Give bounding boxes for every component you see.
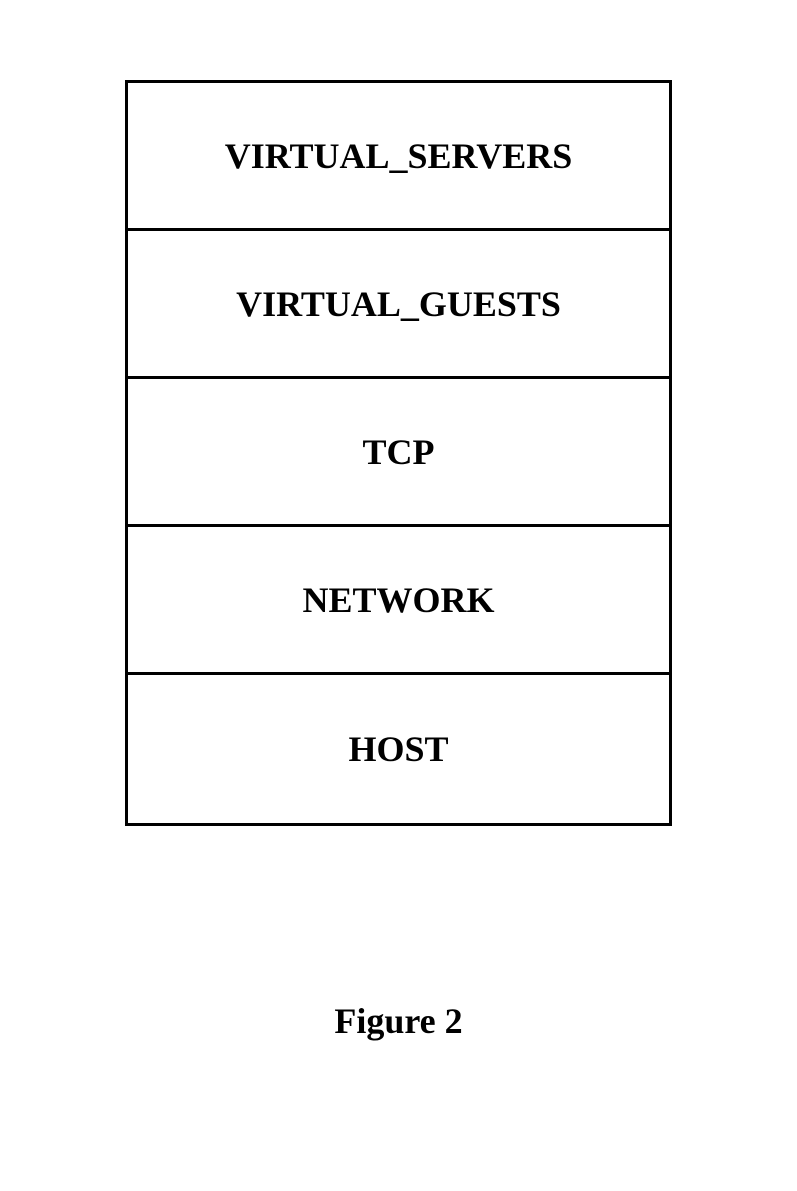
layer-label: TCP — [363, 431, 435, 473]
stack-layer: TCP — [128, 379, 669, 527]
layer-stack-diagram: VIRTUAL_SERVERS VIRTUAL_GUESTS TCP NETWO… — [125, 80, 672, 826]
stack-layer: VIRTUAL_GUESTS — [128, 231, 669, 379]
layer-label: VIRTUAL_GUESTS — [236, 283, 561, 325]
layer-label: VIRTUAL_SERVERS — [225, 135, 573, 177]
layer-label: HOST — [348, 728, 448, 770]
figure-caption: Figure 2 — [0, 1000, 797, 1042]
stack-layer: HOST — [128, 675, 669, 823]
stack-layer: VIRTUAL_SERVERS — [128, 83, 669, 231]
layer-label: NETWORK — [302, 579, 494, 621]
stack-layer: NETWORK — [128, 527, 669, 675]
